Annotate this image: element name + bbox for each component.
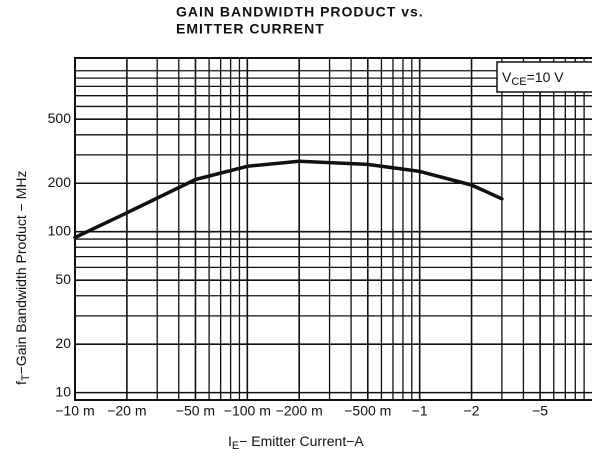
y-tick-label: 50 bbox=[55, 271, 71, 287]
y-tick-label: 20 bbox=[55, 335, 71, 351]
y-tick-label: 500 bbox=[48, 110, 72, 126]
x-tick-label: −50 m bbox=[176, 403, 215, 419]
x-tick-label: −20 m bbox=[107, 403, 146, 419]
annotation-part: V bbox=[502, 69, 512, 85]
annotation-part: CE bbox=[511, 76, 526, 88]
chart-title: GAIN BANDWIDTH PRODUCT vs. bbox=[176, 4, 424, 20]
y-tick-label: 10 bbox=[55, 383, 71, 399]
x-tick-label: −5 bbox=[532, 403, 548, 419]
x-tick-label: −1 bbox=[412, 403, 428, 419]
x-tick-label: −10 m bbox=[55, 403, 94, 419]
x-axis-label: IE− Emitter Current−A bbox=[228, 433, 364, 452]
y-tick-label: 200 bbox=[48, 174, 72, 190]
y-axis-label: fT−Gain Bandwidth Product − MHz bbox=[13, 170, 32, 385]
data-line bbox=[73, 159, 504, 240]
annotation-box bbox=[496, 61, 592, 93]
annotation: VCE=10 V bbox=[502, 69, 564, 88]
x-tick-label: −2 bbox=[464, 403, 480, 419]
y-tick-label: 100 bbox=[48, 222, 72, 238]
x-tick-label: −100 m bbox=[224, 403, 271, 419]
plot-area: VCE=10 V bbox=[73, 57, 592, 401]
x-tick-label: −200 m bbox=[276, 403, 323, 419]
axis-frame bbox=[74, 57, 592, 401]
annotation-part: =10 V bbox=[527, 69, 565, 85]
x-tick-label: −500 m bbox=[344, 403, 391, 419]
chart-title: EMITTER CURRENT bbox=[176, 21, 325, 37]
